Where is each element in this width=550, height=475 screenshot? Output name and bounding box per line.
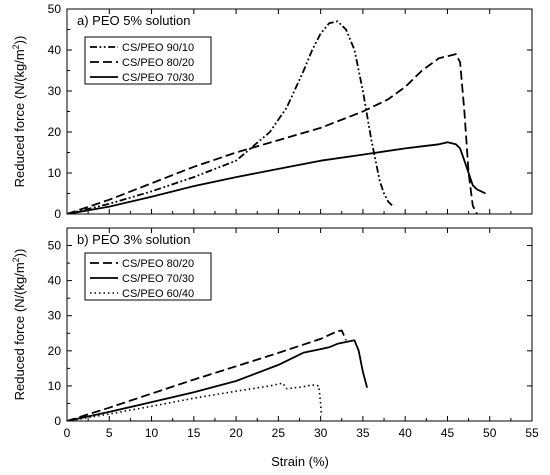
y-tick-label: 0 [54, 207, 61, 221]
legend-box [84, 252, 212, 301]
x-tick-label: 35 [356, 426, 370, 440]
legend-label: CS/PEO 80/20 [122, 258, 194, 270]
series-line-2 [67, 53, 478, 214]
panel-title: a) PEO 5% solution [77, 13, 190, 28]
x-tick-label: 55 [525, 426, 539, 440]
y-tick-label: 40 [48, 43, 62, 57]
x-tick-label: 25 [272, 426, 286, 440]
x-tick-label: 15 [187, 426, 201, 440]
y-tick-label: 10 [48, 166, 62, 180]
x-tick-label: 45 [441, 426, 455, 440]
x-tick-label: 20 [229, 426, 243, 440]
series-line-2 [67, 339, 368, 421]
series-line-1 [67, 329, 347, 421]
y-tick-label: 20 [48, 125, 62, 139]
x-axis-label: Strain (%) [271, 454, 329, 469]
y-tick-label: 50 [48, 2, 62, 16]
y-tick-label: 0 [54, 414, 61, 428]
series-line-3 [67, 141, 486, 214]
legend-label: CS/PEO 70/30 [122, 273, 194, 285]
legend-label: CS/PEO 80/20 [122, 57, 194, 69]
y-tick-label: 20 [48, 344, 62, 358]
panel-a-peo-5-solution: 0 10 20 30 40 50 Reduced force (N/(kg/m2)) a) P… [11, 2, 533, 221]
x-tick-label: 50 [483, 426, 497, 440]
x-tick-label: 10 [145, 426, 159, 440]
y-tick-label: 40 [48, 274, 62, 288]
x-tick-label: 5 [106, 426, 113, 440]
y-tick-label: 30 [48, 84, 62, 98]
x-tick-label: 40 [399, 426, 413, 440]
legend-label: CS/PEO 90/10 [122, 42, 194, 54]
y-axis-label: Reduced force (N/(kg/m2)) [11, 249, 27, 401]
panel-b-peo-3-solution: 0 5 10 15 20 25 30 35 40 45 50 55 0 10 20 30 40 50 Reduced… [11, 227, 539, 440]
x-tick-label: 0 [64, 426, 71, 440]
y-axis-label: Reduced force (N/(kg/m2)) [11, 36, 27, 188]
series-line-3 [67, 382, 323, 421]
panel-title: b) PEO 3% solution [77, 232, 190, 247]
y-tick-label: 30 [48, 309, 62, 323]
legend-label: CS/PEO 60/40 [122, 288, 194, 300]
y-tick-label: 50 [48, 239, 62, 253]
y-tick-label: 10 [48, 379, 62, 393]
x-tick-label: 30 [314, 426, 328, 440]
legend-label: CS/PEO 70/30 [122, 72, 194, 84]
